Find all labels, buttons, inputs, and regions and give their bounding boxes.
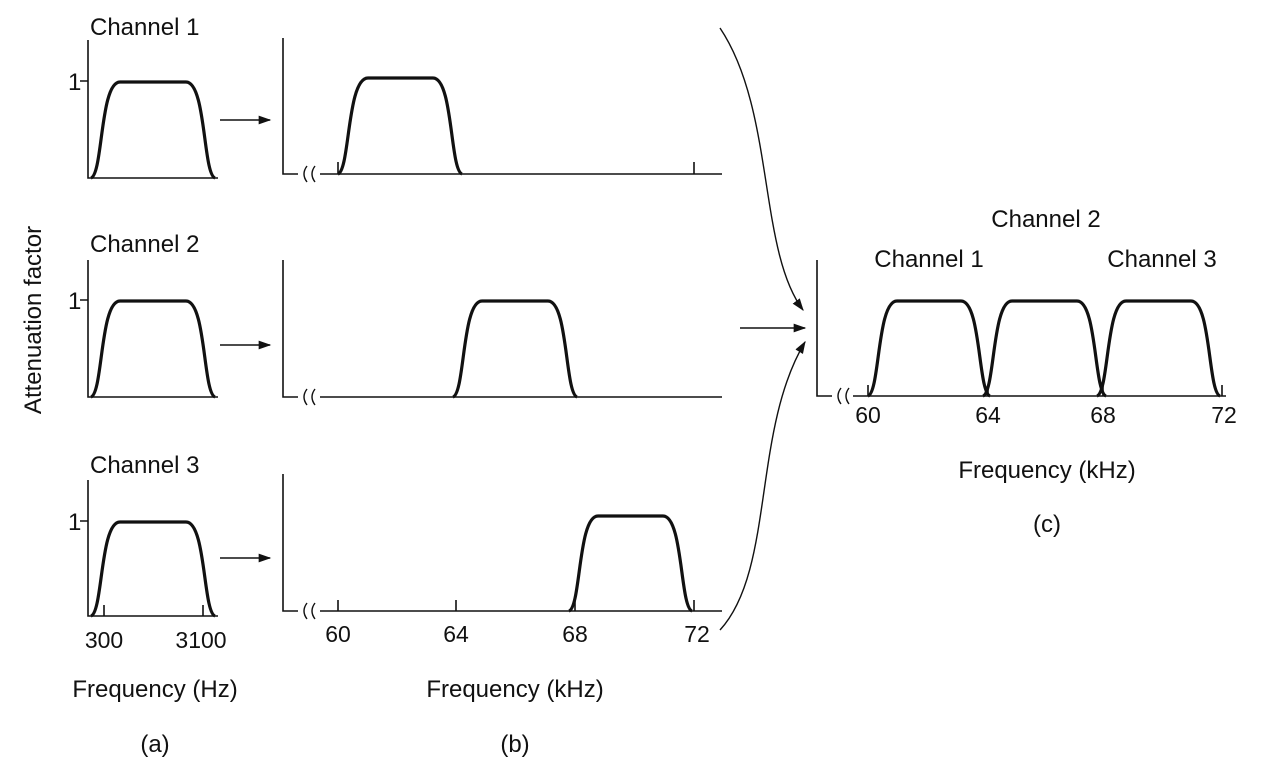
panel-c-channel-1-label: Channel 1 — [874, 246, 983, 273]
panel-a-channel-3-unity: 1 — [68, 509, 81, 536]
panel-b-channel-3-passband — [567, 514, 694, 613]
panel-a-caption: (a) — [140, 731, 169, 758]
panel-c-axis-break — [837, 387, 850, 405]
arrow-b-to-c-channel-3 — [719, 340, 806, 631]
panel-c-axes — [816, 260, 1226, 397]
panel-a-tick-3100: 3100 — [175, 627, 226, 653]
panel-a-channel-1-unity: 1 — [68, 69, 81, 96]
panel-b-xlabel: Frequency (kHz) — [426, 676, 603, 703]
y-axis-label: Attenuation factor — [20, 226, 47, 414]
panel-b-tick-72: 72 — [684, 621, 710, 647]
panel-a-xlabel: Frequency (Hz) — [72, 676, 237, 703]
panel-b-row-1-axes — [282, 38, 722, 175]
panel-b-row-2-axes — [282, 260, 722, 398]
panel-c-xlabel: Frequency (kHz) — [958, 457, 1135, 484]
panel-a-channel-3-passband — [89, 520, 217, 618]
panel-c-tick-72: 72 — [1211, 402, 1237, 428]
panel-c-channel-3-label: Channel 3 — [1107, 246, 1216, 273]
panel-b-row-3-axis-break — [303, 602, 316, 620]
panel-b-tick-60: 60 — [325, 621, 351, 647]
panel-c-tick-68: 68 — [1090, 402, 1116, 428]
panel-a-channel-2-title: Channel 2 — [90, 231, 199, 258]
panel-b: 60 64 68 72 Frequency (kHz) (b) — [282, 38, 722, 758]
panel-a-channel-1-passband — [89, 80, 217, 180]
panel-c-tick-60: 60 — [855, 402, 881, 428]
panel-a-tick-300: 300 — [85, 627, 123, 653]
panel-a-channel-3-title: Channel 3 — [90, 452, 199, 479]
panel-b-tick-64: 64 — [443, 621, 469, 647]
panel-a: Channel 1 1 Channel 2 1 Channel 3 1 300 … — [68, 14, 272, 758]
arrow-b-to-c-channel-1 — [719, 27, 804, 312]
panel-b-tick-68: 68 — [562, 621, 588, 647]
panel-a-channel-2-unity: 1 — [68, 288, 81, 315]
panel-a-channel-2-passband — [89, 299, 217, 399]
panel-c-channel-2-label: Channel 2 — [991, 206, 1100, 233]
panel-b-row-1-axis-break — [303, 165, 316, 183]
panel-c-channel-2-passband — [981, 299, 1108, 398]
panel-b-row-2-axis-break — [303, 388, 316, 406]
panel-b-row-3-axes — [282, 474, 722, 612]
panel-a-channel-1-title: Channel 1 — [90, 14, 199, 41]
panel-c-caption: (c) — [1033, 511, 1061, 538]
panel-c-channel-3-passband — [1095, 299, 1222, 398]
panel-b-channel-2-passband — [451, 299, 579, 399]
panel-b-channel-1-passband — [336, 76, 464, 176]
panel-c-channel-1-passband — [866, 299, 992, 398]
panel-b-caption: (b) — [500, 731, 529, 758]
panel-a-channel-1-axes — [80, 40, 218, 179]
panel-a-channel-3-axes — [80, 480, 218, 617]
panel-c-tick-64: 64 — [975, 402, 1001, 428]
panel-a-channel-2-axes — [80, 260, 218, 398]
panel-c: Channel 2 Channel 1 Channel 3 60 64 68 7… — [816, 206, 1237, 538]
